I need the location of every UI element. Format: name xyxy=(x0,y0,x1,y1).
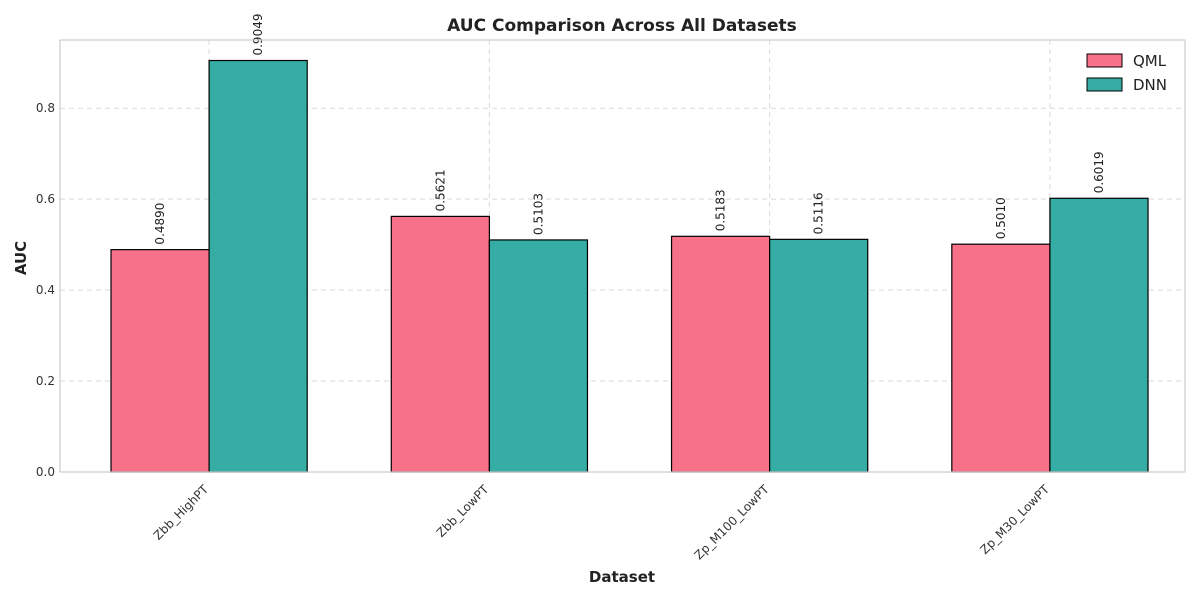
bar-dnn xyxy=(769,238,869,473)
bar-qml xyxy=(951,243,1051,473)
y-tick-label: 0.0 xyxy=(36,465,55,479)
bar-dnn xyxy=(488,239,589,473)
bar-value-label: 0.6019 xyxy=(1092,151,1106,193)
legend-label-dnn: DNN xyxy=(1133,76,1167,94)
y-tick-label: 0.4 xyxy=(36,283,55,297)
legend-swatch-qml xyxy=(1086,53,1123,68)
bar-value-label: 0.5116 xyxy=(812,192,826,234)
bar-qml xyxy=(670,235,771,473)
bar-dnn xyxy=(208,59,308,473)
plot-frame xyxy=(59,39,1186,473)
bar-value-label: 0.5010 xyxy=(994,197,1008,239)
legend-label-qml: QML xyxy=(1133,52,1167,70)
bar-qml xyxy=(390,215,490,473)
x-axis-label: Dataset xyxy=(589,568,655,586)
y-tick-label: 0.6 xyxy=(36,192,55,206)
bar-dnn xyxy=(1049,197,1149,473)
legend: QML DNN xyxy=(1086,52,1167,94)
bar-qml xyxy=(110,249,210,473)
legend-swatch-dnn xyxy=(1086,77,1123,92)
bar-value-label: 0.5621 xyxy=(433,169,447,211)
y-axis-label: AUC xyxy=(12,241,30,275)
bar-value-label: 0.5103 xyxy=(531,193,545,235)
bar-value-label: 0.9049 xyxy=(251,14,265,56)
y-tick-label: 0.2 xyxy=(36,374,55,388)
chart-title: AUC Comparison Across All Datasets xyxy=(447,16,797,36)
bar-value-label: 0.5183 xyxy=(714,189,728,231)
bar-value-label: 0.4890 xyxy=(153,203,167,245)
bar-labels: 0.4890 0.5621 0.5183 0.5010 0.9049 0.5103 0.51… xyxy=(153,14,1106,245)
y-tick-label: 0.8 xyxy=(36,101,55,115)
bars xyxy=(110,59,1149,473)
